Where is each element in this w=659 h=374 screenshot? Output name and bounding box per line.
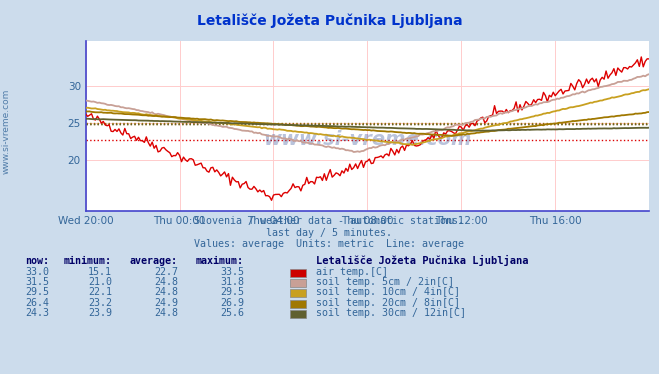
Text: 33.0: 33.0 xyxy=(26,267,49,277)
Text: 29.5: 29.5 xyxy=(26,288,49,297)
Text: soil temp. 30cm / 12in[C]: soil temp. 30cm / 12in[C] xyxy=(316,309,467,318)
Text: soil temp. 5cm / 2in[C]: soil temp. 5cm / 2in[C] xyxy=(316,277,454,287)
Text: 31.8: 31.8 xyxy=(220,277,244,287)
Text: air temp.[C]: air temp.[C] xyxy=(316,267,388,277)
Text: 24.8: 24.8 xyxy=(154,309,178,318)
Text: now:: now: xyxy=(26,256,49,266)
Text: 22.7: 22.7 xyxy=(154,267,178,277)
Text: 33.5: 33.5 xyxy=(220,267,244,277)
Text: 23.9: 23.9 xyxy=(88,309,112,318)
Text: www.si-vreme.com: www.si-vreme.com xyxy=(2,88,11,174)
Text: soil temp. 20cm / 8in[C]: soil temp. 20cm / 8in[C] xyxy=(316,298,461,308)
Text: 22.1: 22.1 xyxy=(88,288,112,297)
Text: Letališče Jožeta Pučnika Ljubljana: Letališče Jožeta Pučnika Ljubljana xyxy=(316,255,529,266)
Text: 23.2: 23.2 xyxy=(88,298,112,308)
Text: 29.5: 29.5 xyxy=(220,288,244,297)
Text: 26.9: 26.9 xyxy=(220,298,244,308)
Text: minimum:: minimum: xyxy=(64,256,112,266)
Text: www.si-vreme.com: www.si-vreme.com xyxy=(263,130,472,149)
Text: soil temp. 10cm / 4in[C]: soil temp. 10cm / 4in[C] xyxy=(316,288,461,297)
Text: Values: average  Units: metric  Line: average: Values: average Units: metric Line: aver… xyxy=(194,239,465,249)
Text: 24.9: 24.9 xyxy=(154,298,178,308)
Text: 21.0: 21.0 xyxy=(88,277,112,287)
Text: 31.5: 31.5 xyxy=(26,277,49,287)
Text: 25.6: 25.6 xyxy=(220,309,244,318)
Text: 24.8: 24.8 xyxy=(154,288,178,297)
Text: average:: average: xyxy=(130,256,178,266)
Text: Slovenia / weather data - automatic stations.: Slovenia / weather data - automatic stat… xyxy=(194,217,465,226)
Text: 26.4: 26.4 xyxy=(26,298,49,308)
Text: 15.1: 15.1 xyxy=(88,267,112,277)
Text: last day / 5 minutes.: last day / 5 minutes. xyxy=(266,228,393,237)
Text: 24.3: 24.3 xyxy=(26,309,49,318)
Text: 24.8: 24.8 xyxy=(154,277,178,287)
Text: Letališče Jožeta Pučnika Ljubljana: Letališče Jožeta Pučnika Ljubljana xyxy=(196,13,463,28)
Text: maximum:: maximum: xyxy=(196,256,244,266)
